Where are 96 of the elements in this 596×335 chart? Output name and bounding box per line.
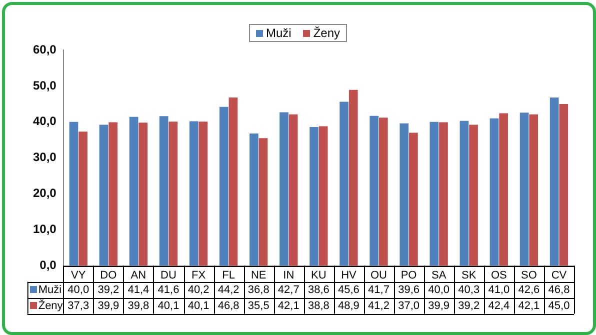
bar (189, 121, 198, 266)
data-label: 39,9 (98, 300, 120, 312)
x-tick-label: HV (341, 269, 358, 282)
data-label: 40,0 (68, 284, 90, 296)
legend-label: Ženy (38, 300, 63, 312)
bar (198, 122, 208, 266)
data-label: 42,1 (278, 300, 300, 312)
bar (400, 123, 409, 266)
bar (108, 122, 118, 266)
y-tick-label: 20,0 (32, 186, 57, 200)
bar (499, 113, 508, 266)
data-label: 42,1 (518, 300, 540, 312)
data-label: 40,1 (188, 300, 210, 312)
y-tick-label: 10,0 (32, 222, 57, 236)
bar (490, 118, 499, 266)
bar (430, 122, 439, 266)
x-tick-label: KU (311, 269, 326, 282)
x-tick-label: FX (191, 269, 206, 282)
data-label: 41,2 (368, 300, 390, 312)
data-label: 42,4 (488, 300, 510, 312)
data-label: 39,9 (428, 300, 450, 312)
data-label: 40,2 (188, 284, 210, 296)
bar (69, 122, 78, 266)
data-label: 36,8 (248, 284, 270, 296)
data-label: 40,0 (428, 284, 450, 296)
y-tick-label: 40,0 (32, 114, 57, 128)
bar (99, 124, 108, 266)
x-tick-label: OS (490, 269, 507, 282)
x-tick-label: FL (222, 269, 235, 282)
data-label: 45,6 (338, 284, 360, 296)
data-label: 40,1 (158, 300, 180, 312)
bar (529, 114, 538, 266)
x-tick-label: CV (551, 269, 568, 282)
data-label: 40,3 (458, 284, 480, 296)
data-label: 46,8 (548, 284, 570, 296)
x-tick-label: VY (71, 269, 86, 282)
x-tick-label: SA (431, 269, 447, 282)
legend-label: Muži (38, 284, 62, 296)
bar (138, 122, 148, 266)
bar (469, 124, 478, 266)
data-label: 45,0 (548, 300, 570, 312)
data-label: 41,4 (128, 284, 150, 296)
data-label: 42,7 (278, 284, 300, 296)
bar (370, 116, 379, 266)
data-label: 35,5 (248, 300, 270, 312)
data-label: 38,6 (308, 284, 330, 296)
data-label: 39,8 (128, 300, 150, 312)
x-tick-label: OU (370, 269, 388, 282)
y-tick-label: 50,0 (32, 78, 57, 92)
y-tick-label: 30,0 (32, 150, 57, 164)
data-label: 42,6 (518, 284, 540, 296)
bar (258, 138, 268, 266)
x-tick-label: SK (462, 269, 477, 282)
text: Ženy (313, 26, 340, 40)
bar (310, 126, 318, 266)
bar (78, 132, 88, 266)
data-label: 39,2 (98, 284, 120, 296)
data-label: 39,6 (398, 284, 420, 296)
bar (219, 106, 228, 266)
bar (550, 97, 559, 266)
data-label: 46,8 (218, 300, 240, 312)
bar (340, 102, 348, 266)
x-tick-label: SO (520, 269, 538, 282)
x-tick-label: IN (283, 269, 294, 282)
x-tick-label: AN (130, 269, 146, 282)
data-label: 39,2 (458, 300, 480, 312)
x-tick-label: DO (100, 269, 118, 282)
bar (159, 116, 168, 266)
bar (559, 104, 568, 266)
data-label: 37,0 (398, 300, 420, 312)
bar (228, 97, 238, 266)
data-label: 44,2 (218, 284, 240, 296)
bar (520, 112, 529, 266)
bar (378, 118, 388, 266)
x-tick-label: DU (160, 269, 176, 282)
data-label: 38,8 (308, 300, 330, 312)
bar (348, 90, 358, 266)
text: Muži (266, 26, 292, 40)
data-label: 48,9 (338, 300, 360, 312)
x-tick-label: NE (250, 269, 266, 282)
bar (168, 122, 178, 266)
x-tick-label: PO (400, 269, 418, 282)
bar (129, 116, 138, 266)
data-label: 41,7 (368, 284, 390, 296)
data-label: 41,6 (158, 284, 180, 296)
bar (318, 126, 328, 266)
data-label: 37,3 (68, 300, 90, 312)
data-label: 41,0 (488, 284, 510, 296)
bar (439, 122, 448, 266)
bar (250, 133, 258, 266)
bar (460, 120, 469, 266)
bar (280, 112, 288, 266)
y-tick-label: 60,0 (32, 42, 57, 56)
bar (288, 114, 298, 266)
bar (409, 132, 418, 266)
y-tick-label: 0,0 (40, 258, 57, 272)
